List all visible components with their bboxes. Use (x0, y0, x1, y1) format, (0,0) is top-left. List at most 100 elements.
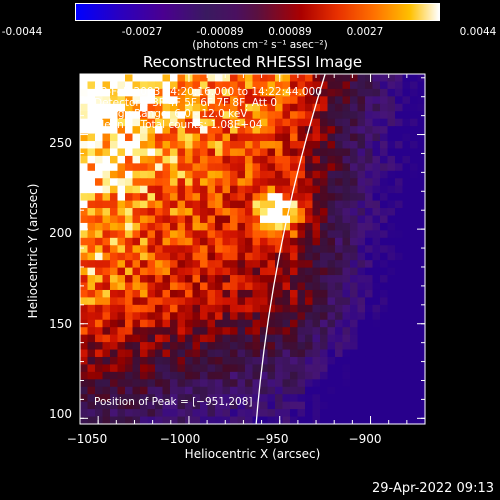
heatmap-cell (275, 170, 284, 179)
heatmap-cell (282, 193, 291, 202)
heatmap-cell (335, 342, 344, 351)
heatmap-cell (185, 327, 194, 336)
heatmap-cell (170, 163, 179, 172)
heatmap-cell (185, 178, 194, 187)
heatmap-cell (140, 81, 149, 90)
heatmap-cell (222, 193, 231, 202)
heatmap-cell (80, 141, 89, 150)
heatmap-cell (365, 245, 374, 254)
heatmap-cell (185, 342, 194, 351)
heatmap-cell (395, 319, 404, 328)
heatmap-cell (245, 215, 254, 224)
heatmap-cell (125, 289, 134, 299)
heatmap-cell (237, 155, 246, 164)
heatmap-cell (80, 215, 89, 224)
heatmap-cell (260, 312, 269, 321)
heatmap-cell (282, 96, 291, 105)
heatmap-cell (95, 327, 104, 336)
heatmap-cell (275, 245, 284, 254)
heatmap-cell (80, 185, 89, 194)
heatmap-cell (252, 200, 261, 209)
heatmap-cell (402, 386, 411, 395)
heatmap-cell (372, 118, 381, 127)
heatmap-cell (335, 327, 344, 336)
heatmap-cell (402, 289, 411, 299)
heatmap-cell (230, 178, 239, 187)
heatmap-cell (350, 267, 359, 276)
heatmap-cell (200, 312, 209, 321)
heatmap-cell (305, 289, 314, 299)
heatmap-cell (140, 312, 149, 321)
heatmap-cell (282, 297, 291, 306)
heatmap-cell (162, 103, 171, 112)
heatmap-cell (320, 327, 329, 336)
heatmap-cell (380, 141, 389, 150)
heatmap-cell (87, 252, 96, 261)
heatmap-cell (297, 133, 306, 142)
heatmap-cell (132, 252, 141, 261)
heatmap-cell (387, 96, 396, 105)
heatmap-cell (132, 111, 141, 120)
heatmap-cell (237, 200, 246, 209)
heatmap-cell (222, 282, 231, 291)
heatmap-cell (192, 178, 201, 187)
heatmap-cell (335, 409, 344, 418)
heatmap-cell (380, 148, 389, 157)
heatmap-cell (372, 88, 381, 97)
heatmap-cell (147, 364, 156, 373)
heatmap-cell (282, 118, 291, 127)
heatmap-cell (117, 148, 126, 157)
heatmap-cell (170, 96, 179, 105)
heatmap-cell (380, 282, 389, 291)
heatmap-cell (290, 245, 299, 254)
heatmap-cell (215, 327, 224, 336)
heatmap-cell (297, 282, 306, 291)
heatmap-cell (132, 148, 141, 157)
heatmap-cell (260, 304, 269, 313)
heatmap-cell (215, 401, 224, 410)
heatmap-cell (395, 230, 404, 239)
heatmap-cell (417, 297, 426, 306)
heatmap-cell (282, 416, 291, 425)
heatmap-cell (275, 282, 284, 291)
heatmap-cell (200, 222, 209, 231)
heatmap-cell (342, 252, 351, 261)
heatmap-cell (252, 312, 261, 321)
heatmap-cell (350, 185, 359, 194)
heatmap-cell (260, 394, 269, 403)
heatmap-cell (297, 155, 306, 164)
heatmap-cell (260, 237, 269, 246)
heatmap-cell (110, 178, 119, 187)
heatmap-cell (402, 356, 411, 366)
heatmap-cell (245, 386, 254, 395)
heatmap-cell (395, 252, 404, 261)
heatmap-cell (222, 356, 231, 366)
heatmap-cell (290, 379, 299, 388)
heatmap-cell (282, 304, 291, 313)
heatmap-cell (140, 193, 149, 202)
heatmap-cell (185, 319, 194, 328)
heatmap-cell (402, 74, 411, 83)
heatmap-cell (117, 222, 126, 231)
heatmap-cell (245, 185, 254, 194)
heatmap-cell (380, 289, 389, 299)
heatmap-cell (102, 185, 111, 194)
heatmap-cell (357, 297, 366, 306)
heatmap-cell (312, 126, 321, 135)
heatmap-cell (110, 141, 119, 150)
heatmap-cell (260, 126, 269, 135)
heatmap-cell (155, 215, 164, 224)
heatmap-cell (207, 356, 216, 366)
heatmap-cell (117, 245, 126, 254)
heatmap-cell (95, 245, 104, 254)
heatmap-cell (230, 215, 239, 224)
heatmap-cell (147, 252, 156, 261)
heatmap-cell (200, 289, 209, 299)
heatmap-cell (102, 193, 111, 202)
heatmap-cell (387, 260, 396, 269)
heatmap-cell (132, 386, 141, 395)
heatmap-cell (275, 126, 284, 135)
heatmap-cell (95, 364, 104, 373)
heatmap-cell (350, 245, 359, 254)
heatmap-cell (342, 103, 351, 112)
